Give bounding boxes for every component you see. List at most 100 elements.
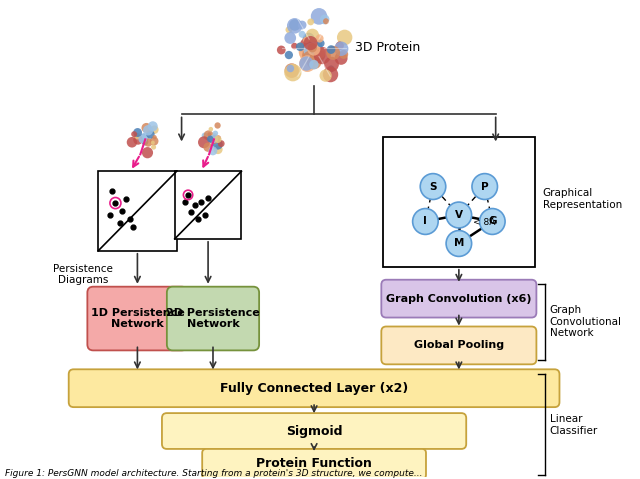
Circle shape <box>303 43 319 59</box>
Circle shape <box>306 29 319 42</box>
Circle shape <box>300 46 315 62</box>
Circle shape <box>142 147 153 159</box>
Circle shape <box>131 131 137 137</box>
Circle shape <box>334 42 348 56</box>
Circle shape <box>214 136 221 143</box>
Circle shape <box>307 42 321 56</box>
Circle shape <box>305 44 316 55</box>
Circle shape <box>297 43 303 49</box>
Circle shape <box>328 65 335 72</box>
Text: Graph
Convolutional
Network: Graph Convolutional Network <box>550 305 621 338</box>
Text: 1D Persistence
Network: 1D Persistence Network <box>90 308 184 330</box>
Circle shape <box>317 39 324 47</box>
Circle shape <box>300 57 314 71</box>
Bar <box>98 171 177 251</box>
Circle shape <box>212 131 218 136</box>
Circle shape <box>310 46 319 55</box>
Circle shape <box>323 18 329 24</box>
Circle shape <box>305 38 323 56</box>
Text: Fully Connected Layer (x2): Fully Connected Layer (x2) <box>220 382 408 395</box>
Text: I: I <box>424 217 428 227</box>
Circle shape <box>210 135 218 143</box>
Circle shape <box>299 55 316 72</box>
Circle shape <box>214 122 221 129</box>
Circle shape <box>479 208 505 234</box>
Text: Persistence
Diagrams: Persistence Diagrams <box>54 264 113 285</box>
Circle shape <box>307 54 321 69</box>
Text: Sigmoid: Sigmoid <box>286 424 342 437</box>
FancyBboxPatch shape <box>68 369 559 407</box>
Circle shape <box>148 121 157 131</box>
Circle shape <box>133 128 142 137</box>
Circle shape <box>216 136 221 140</box>
Circle shape <box>138 135 147 143</box>
Circle shape <box>308 43 317 52</box>
Circle shape <box>298 21 307 29</box>
Circle shape <box>446 202 472 228</box>
Circle shape <box>314 47 325 58</box>
Circle shape <box>202 133 207 138</box>
Bar <box>383 137 535 267</box>
Circle shape <box>303 36 317 50</box>
Text: M: M <box>454 239 464 249</box>
Circle shape <box>146 130 155 138</box>
Circle shape <box>311 8 327 25</box>
Circle shape <box>213 139 223 149</box>
Circle shape <box>296 43 305 51</box>
Circle shape <box>314 37 322 46</box>
Text: P: P <box>481 182 488 192</box>
Circle shape <box>302 49 314 61</box>
Circle shape <box>326 46 340 60</box>
Circle shape <box>204 143 212 152</box>
Text: Graph Convolution (x6): Graph Convolution (x6) <box>386 294 532 304</box>
Text: Figure 1: PersGNN model architecture. Starting from a protein's 3D structure, we: Figure 1: PersGNN model architecture. St… <box>5 469 422 479</box>
Text: Linear
Classifier: Linear Classifier <box>550 414 598 436</box>
Text: Graphical
Representation: Graphical Representation <box>543 188 622 210</box>
FancyBboxPatch shape <box>167 287 259 351</box>
Circle shape <box>143 125 153 136</box>
Circle shape <box>314 47 331 64</box>
Circle shape <box>209 127 213 131</box>
Circle shape <box>316 50 325 60</box>
Circle shape <box>209 135 218 144</box>
Circle shape <box>413 208 438 234</box>
Text: < 8Å: < 8Å <box>472 218 495 228</box>
Circle shape <box>285 51 293 59</box>
Circle shape <box>300 37 317 55</box>
Circle shape <box>316 34 324 43</box>
Circle shape <box>309 60 319 69</box>
FancyBboxPatch shape <box>87 287 188 351</box>
Circle shape <box>306 44 320 58</box>
Circle shape <box>127 137 137 148</box>
Circle shape <box>337 30 353 46</box>
Circle shape <box>198 137 210 148</box>
Text: S: S <box>429 182 436 192</box>
Circle shape <box>319 69 332 82</box>
Circle shape <box>207 132 211 137</box>
Text: 3D Protein: 3D Protein <box>355 41 420 54</box>
Circle shape <box>141 134 146 139</box>
Circle shape <box>335 42 344 50</box>
Circle shape <box>303 33 315 45</box>
FancyBboxPatch shape <box>381 327 536 365</box>
Circle shape <box>320 14 330 24</box>
Circle shape <box>306 41 314 49</box>
Circle shape <box>218 140 225 147</box>
Circle shape <box>204 130 214 140</box>
Circle shape <box>308 42 321 55</box>
Circle shape <box>327 45 335 54</box>
Circle shape <box>446 230 472 256</box>
FancyBboxPatch shape <box>381 280 536 318</box>
Text: Protein Function: Protein Function <box>256 457 372 470</box>
Circle shape <box>299 31 306 38</box>
Circle shape <box>133 135 143 145</box>
Circle shape <box>209 147 218 155</box>
Circle shape <box>307 19 314 25</box>
Circle shape <box>150 137 159 146</box>
Circle shape <box>150 125 159 134</box>
Circle shape <box>212 135 216 139</box>
Text: Global Pooling: Global Pooling <box>414 341 504 351</box>
Circle shape <box>210 136 218 144</box>
Circle shape <box>287 18 302 34</box>
Circle shape <box>299 45 312 58</box>
